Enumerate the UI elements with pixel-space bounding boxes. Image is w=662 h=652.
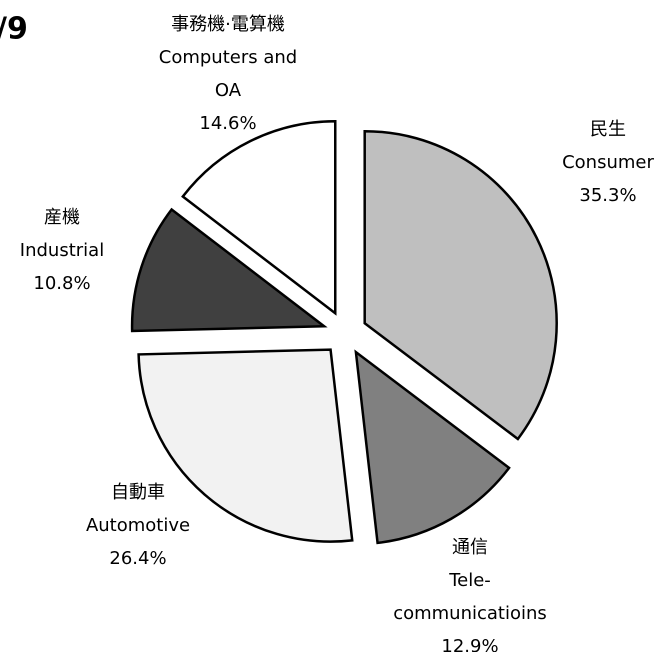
pie-slice <box>363 129 558 441</box>
slice-label: 産機 <box>44 207 80 228</box>
slice-label: Automotive <box>86 515 190 536</box>
slice-label: Industrial <box>20 240 104 261</box>
slice-label: Computers and <box>159 47 297 68</box>
value-label: 12.9% <box>441 636 498 652</box>
pie-slice <box>181 120 337 316</box>
value-label: 14.6% <box>199 113 256 134</box>
pie-slice <box>354 349 511 545</box>
slice-label: Tele- <box>448 570 491 591</box>
value-label: 35.3% <box>579 185 636 206</box>
pie-slice <box>137 348 354 543</box>
value-label: 10.8% <box>33 273 90 294</box>
chart-title: /9 <box>0 12 28 47</box>
slice-label: OA <box>215 80 242 101</box>
slice-label: 事務機·電算機 <box>171 14 285 35</box>
slice-label: Consumer <box>562 152 654 173</box>
slice-label: 民生 <box>590 119 626 140</box>
slice-label: 自動車 <box>111 482 165 503</box>
slice-label: 通信 <box>452 537 488 558</box>
pie-slice <box>130 207 328 333</box>
value-label: 26.4% <box>109 548 166 569</box>
slice-label: communicatioins <box>393 603 547 624</box>
